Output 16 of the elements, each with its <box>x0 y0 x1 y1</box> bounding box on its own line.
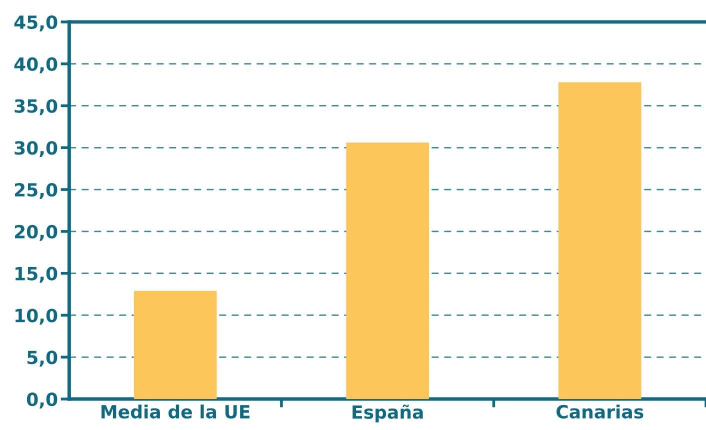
y-tick-label: 35,0 <box>14 99 58 116</box>
y-tick-label: 5,0 <box>27 350 58 367</box>
x-tick-label: Media de la UE <box>102 404 250 419</box>
x-tick-label: Canarias <box>556 404 644 419</box>
y-tick-label: 15,0 <box>16 266 58 283</box>
y-tick-label: 20,0 <box>14 224 58 241</box>
x-tick-label: España <box>352 404 423 422</box>
bar <box>134 290 217 400</box>
y-tick-label: 25,0 <box>14 182 58 199</box>
y-tick-label: 45,0 <box>14 15 58 32</box>
y-tick-label: 30,0 <box>14 141 58 158</box>
bar <box>558 82 642 400</box>
y-tick-label: 0,0 <box>26 392 58 408</box>
bar <box>346 142 429 400</box>
y-tick-label: 10,0 <box>16 308 58 325</box>
y-tick-label: 40,0 <box>14 57 58 74</box>
